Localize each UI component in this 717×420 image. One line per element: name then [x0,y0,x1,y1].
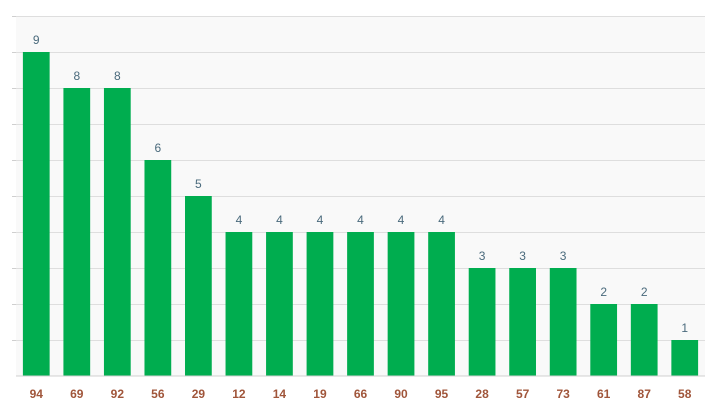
category-label: 58 [678,387,692,401]
value-label: 9 [33,33,40,47]
bar-58[interactable] [671,340,699,376]
category-label: 61 [597,387,611,401]
bar-87[interactable] [630,304,658,376]
category-label: 87 [638,387,652,401]
category-label: 12 [232,387,246,401]
category-label: 57 [516,387,530,401]
bar-94[interactable] [22,52,50,376]
category-label: 66 [354,387,368,401]
value-label: 6 [155,141,162,155]
category-label: 69 [70,387,84,401]
bar-90[interactable] [387,232,415,376]
bar-56[interactable] [144,160,172,376]
bar-28[interactable] [468,268,496,376]
value-label: 2 [600,285,607,299]
value-label: 4 [276,213,283,227]
value-label: 8 [73,69,80,83]
value-label: 2 [641,285,648,299]
category-label: 90 [394,387,408,401]
bar-66[interactable] [347,232,374,376]
category-label: 14 [273,387,287,401]
bar-57[interactable] [509,268,536,376]
value-labels: 9 8 8 6 5 4 4 4 4 4 4 3 3 3 2 2 1 [33,33,688,335]
bar-12[interactable] [225,232,253,376]
value-label: 4 [357,213,364,227]
bar-29[interactable] [185,196,212,376]
value-label: 8 [114,69,121,83]
value-label: 4 [398,213,405,227]
bar-69[interactable] [63,88,91,376]
bar-95[interactable] [428,232,455,376]
category-label: 56 [151,387,165,401]
value-label: 3 [560,249,567,263]
value-label: 3 [519,249,526,263]
category-label: 92 [111,387,125,401]
bar-19[interactable] [306,232,334,376]
bar-61[interactable] [590,304,618,376]
category-label: 73 [556,387,570,401]
value-label: 3 [479,249,486,263]
bars [22,52,699,376]
value-label: 4 [317,213,324,227]
category-label: 95 [435,387,449,401]
bar-14[interactable] [266,232,293,376]
value-label: 1 [681,321,688,335]
category-label: 94 [30,387,44,401]
category-label: 29 [192,387,206,401]
category-label: 19 [313,387,327,401]
value-label: 4 [438,213,445,227]
category-label: 28 [475,387,489,401]
bar-92[interactable] [103,88,131,376]
bar-73[interactable] [549,268,577,376]
value-label: 4 [236,213,243,227]
value-label: 5 [195,177,202,191]
category-labels: 94 69 92 56 29 12 14 19 66 90 95 28 57 73 61 87 58 [30,387,692,401]
